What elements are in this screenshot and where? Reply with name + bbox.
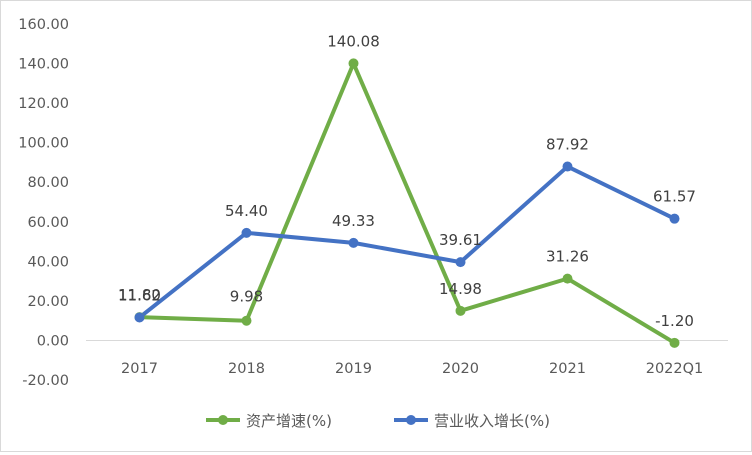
x-tick-label: 2018 — [228, 361, 265, 377]
legend-marker — [218, 415, 228, 425]
y-tick-label: 160.00 — [18, 17, 69, 33]
data-point — [669, 337, 680, 348]
data-label: 140.08 — [327, 32, 380, 50]
data-label: 39.61 — [439, 231, 482, 249]
data-label: 61.57 — [653, 188, 696, 206]
data-label: 87.92 — [546, 136, 589, 154]
x-tick-label: 2017 — [121, 361, 158, 377]
series-line — [137, 61, 677, 345]
legend-label: 营业收入增长(%) — [434, 412, 550, 430]
x-tick-label: 2019 — [335, 361, 372, 377]
y-tick-label: 40.00 — [27, 254, 69, 270]
data-point — [134, 312, 145, 323]
data-point — [455, 305, 466, 316]
y-tick-label: 140.00 — [18, 57, 69, 73]
y-tick-label: 120.00 — [18, 96, 69, 112]
series-points — [134, 58, 680, 348]
legend: 资产增速(%) 营业收入增长(%) — [206, 412, 550, 430]
y-axis-ticks: -20.00 0.00 20.00 40.00 60.00 80.00 100.00 120.… — [18, 17, 69, 389]
y-tick-label: 60.00 — [27, 215, 69, 231]
y-tick-label: 20.00 — [27, 294, 69, 310]
legend-label: 资产增速(%) — [246, 412, 332, 430]
data-label: 14.98 — [439, 280, 482, 298]
data-label: 11.62 — [118, 286, 161, 304]
data-point — [241, 315, 252, 326]
data-point — [562, 273, 573, 284]
x-tick-label: 2021 — [549, 361, 586, 377]
data-point — [348, 237, 359, 248]
y-tick-label: 0.00 — [37, 333, 69, 349]
data-label: 11.80 — [118, 286, 161, 304]
data-label: 54.40 — [225, 202, 268, 220]
data-point — [241, 227, 252, 238]
series-line — [137, 164, 677, 320]
legend-marker — [406, 415, 416, 425]
data-point — [562, 161, 573, 172]
x-tick-label: 2020 — [442, 361, 479, 377]
y-tick-label: -20.00 — [22, 373, 69, 389]
y-tick-label: 100.00 — [18, 136, 69, 152]
y-tick-label: 80.00 — [27, 175, 69, 191]
data-point — [669, 213, 680, 224]
x-axis-ticks: 2017 2018 2019 2020 2021 2022Q1 — [121, 361, 703, 377]
data-label: 9.98 — [230, 288, 263, 306]
data-label: 31.26 — [546, 248, 589, 266]
series-lines — [137, 61, 677, 345]
data-label: -1.20 — [655, 312, 694, 330]
data-point — [455, 257, 466, 268]
data-labels: 11.80 9.98 140.08 14.98 31.26 -1.20 11.62 54.40… — [118, 32, 696, 329]
data-point — [348, 58, 359, 69]
data-label: 49.33 — [332, 212, 375, 230]
x-tick-label: 2022Q1 — [646, 361, 704, 377]
